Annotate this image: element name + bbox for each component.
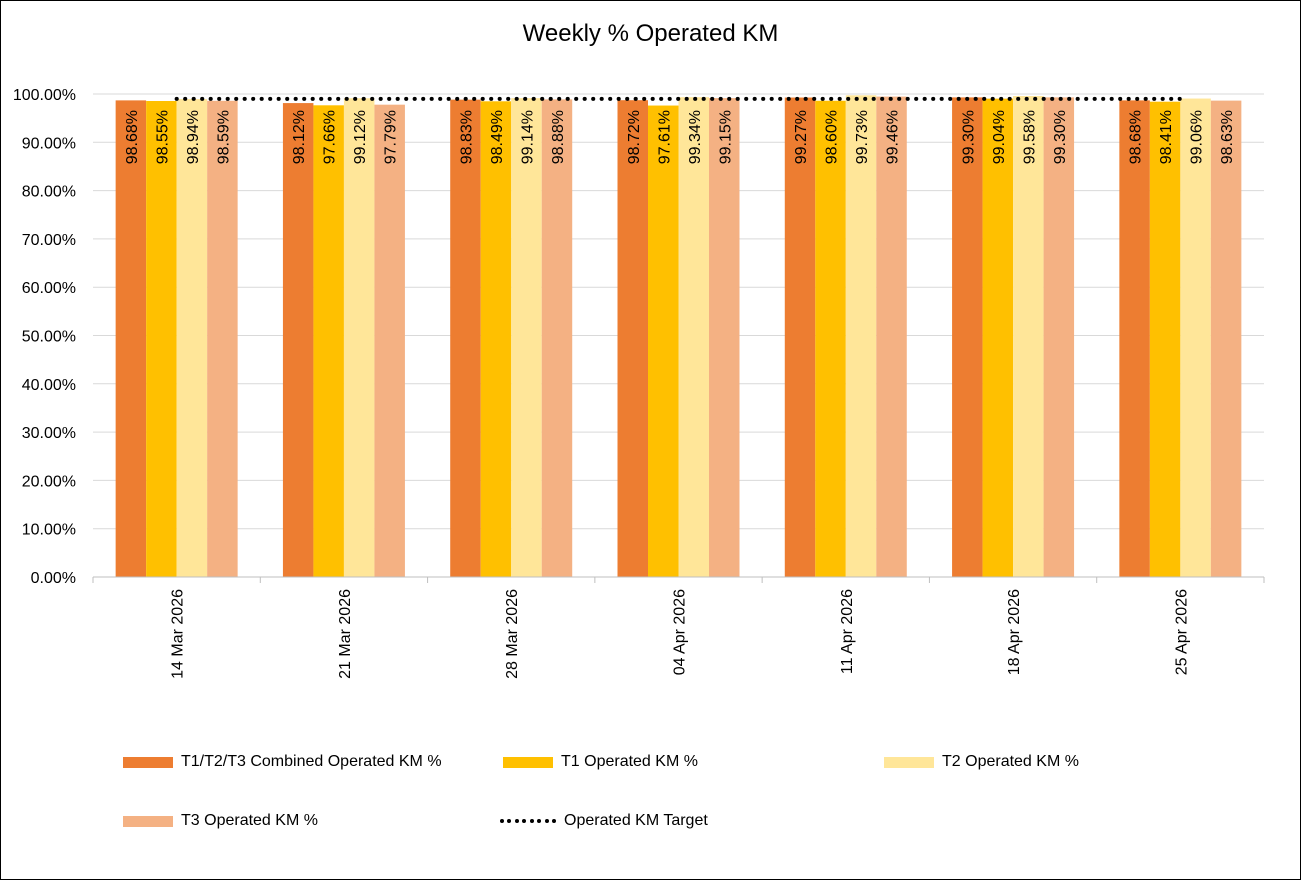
bar <box>313 105 344 578</box>
data-label: 99.73% <box>854 110 871 164</box>
bar <box>1013 96 1044 578</box>
bar <box>207 100 238 577</box>
bar <box>709 98 740 577</box>
bar <box>146 101 177 577</box>
y-tick-label: 100.00% <box>13 87 76 104</box>
data-label: 99.15% <box>717 110 734 164</box>
bar <box>282 103 314 578</box>
bar <box>450 99 481 578</box>
bar <box>982 98 1014 577</box>
x-tick-label: 28 Mar 2026 <box>504 589 521 679</box>
y-tick-label: 60.00% <box>22 280 76 297</box>
y-tick-label: 70.00% <box>22 232 76 249</box>
bar-group <box>115 95 1242 578</box>
data-label: 98.59% <box>215 110 232 164</box>
bar <box>845 95 877 577</box>
y-tick-label: 30.00% <box>22 425 76 442</box>
bar <box>1119 100 1150 577</box>
data-label: 97.66% <box>322 110 339 164</box>
y-tick-label: 90.00% <box>22 135 76 152</box>
data-label: 98.63% <box>1219 110 1236 164</box>
x-tick-label: 25 Apr 2026 <box>1173 589 1190 675</box>
bar <box>374 104 405 577</box>
data-label: 99.58% <box>1021 110 1038 164</box>
bar <box>876 96 907 577</box>
data-label: 99.06% <box>1189 110 1206 164</box>
bar <box>1210 100 1242 578</box>
bar <box>541 99 573 577</box>
data-label: 98.41% <box>1158 110 1175 164</box>
data-label: 99.30% <box>1052 110 1069 164</box>
chart-title: Weekly % Operated KM <box>522 20 779 47</box>
data-label: 99.34% <box>687 110 704 164</box>
data-label: 98.88% <box>550 110 567 164</box>
x-tick-label: 11 Apr 2026 <box>839 589 856 674</box>
bar <box>343 98 375 577</box>
data-label: 97.79% <box>383 110 400 164</box>
bar <box>1149 101 1181 578</box>
data-label: 99.46% <box>885 110 902 164</box>
data-label: 98.72% <box>626 110 643 164</box>
bar <box>784 97 816 577</box>
y-tick-label: 20.00% <box>22 473 76 490</box>
data-label: 97.61% <box>656 110 673 164</box>
y-tick-label: 40.00% <box>22 377 76 394</box>
bar <box>1043 97 1075 578</box>
bar <box>617 100 648 577</box>
data-label: 98.55% <box>154 110 171 164</box>
axes <box>92 576 1265 583</box>
x-tick-label: 21 Mar 2026 <box>337 589 354 679</box>
y-axis-labels: 0.00% 10.00% 20.00% 30.00% 40.00% 50.00% 60.00… <box>13 87 76 587</box>
data-label: 99.12% <box>352 110 369 164</box>
data-label: 98.12% <box>291 110 308 164</box>
bar <box>815 100 846 578</box>
bar <box>480 101 512 577</box>
bar <box>176 99 208 577</box>
data-label: 98.68% <box>124 110 141 164</box>
data-label: 99.14% <box>519 110 536 164</box>
data-label: 98.68% <box>1128 110 1145 164</box>
bar <box>952 97 983 578</box>
data-label: 98.94% <box>185 110 202 164</box>
bar <box>648 105 679 577</box>
data-label: 99.04% <box>991 110 1008 164</box>
data-label: 99.27% <box>793 110 810 164</box>
y-tick-label: 80.00% <box>22 184 76 201</box>
y-tick-label: 50.00% <box>22 329 76 346</box>
bar <box>678 97 709 577</box>
data-label: 98.49% <box>489 110 506 164</box>
bar <box>511 98 542 577</box>
data-label: 98.83% <box>458 110 475 164</box>
bar <box>1180 98 1211 578</box>
y-tick-label: 10.00% <box>22 522 76 539</box>
x-tick-label: 18 Apr 2026 <box>1006 589 1023 675</box>
data-labels: 98.68% 98.12% 98.83% 98.72% 99.27% 99.30% 98.6… <box>124 110 1236 164</box>
data-label: 99.30% <box>960 110 977 164</box>
x-axis-labels: 14 Mar 2026 21 Mar 2026 28 Mar 2026 04 Apr … <box>170 589 1191 679</box>
data-label: 98.60% <box>824 110 841 164</box>
bar <box>115 100 147 577</box>
y-tick-label: 0.00% <box>31 570 76 587</box>
x-tick-label: 14 Mar 2026 <box>170 589 187 679</box>
x-tick-label: 04 Apr 2026 <box>672 589 689 675</box>
